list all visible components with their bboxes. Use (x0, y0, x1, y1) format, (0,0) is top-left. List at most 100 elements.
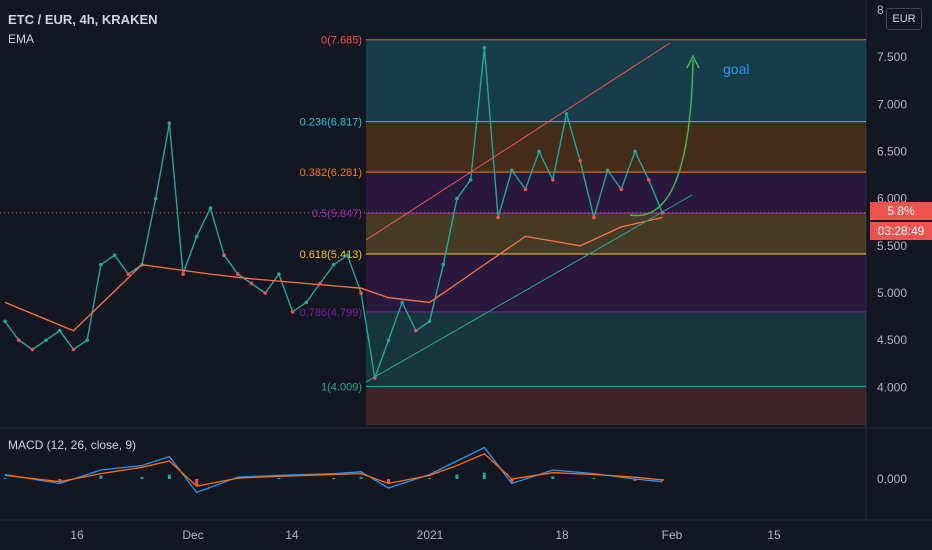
macd-hist-bar-11 (428, 478, 432, 480)
fib-label-1: 0.236(6.817) (300, 117, 362, 129)
macd-hist-bar-12 (455, 474, 459, 479)
macd-line (4, 446, 663, 494)
price-point-14 (194, 234, 199, 239)
price-point-34 (468, 177, 473, 182)
price-point-41 (564, 111, 569, 116)
price-point-33 (455, 196, 459, 201)
macd-hist-bar-16 (592, 478, 596, 480)
macd-hist-bar-18 (660, 479, 664, 481)
x-tick-0: 16 (70, 528, 84, 542)
price-point-0 (3, 319, 7, 324)
macd-hist-bar-15 (551, 476, 555, 479)
price-point-22 (304, 300, 309, 305)
price-point-44 (605, 168, 610, 173)
fib-label-5: 0.786(4.799) (300, 307, 362, 319)
price-point-11 (153, 196, 158, 201)
y-tick-8: 8 (877, 3, 884, 17)
price-point-3 (44, 338, 48, 342)
price-point-36 (496, 215, 500, 220)
price-point-8 (112, 253, 117, 258)
macd-zero-tick: 0.000 (877, 472, 907, 486)
macd-hist-bar-5 (195, 479, 199, 486)
price-point-43 (592, 215, 596, 220)
price-point-26 (359, 291, 363, 295)
x-tick-2: 14 (285, 528, 299, 542)
price-point-42 (578, 159, 583, 163)
macd-hist-bar-8 (332, 478, 336, 480)
fib-zone-1 (366, 121, 866, 173)
goal-arrow-head (686, 54, 700, 69)
x-tick-6: 15 (767, 528, 781, 542)
price-point-35 (482, 45, 487, 50)
price-point-24 (331, 262, 336, 267)
y-tick-5: 6.500 (877, 144, 907, 158)
price-point-30 (414, 328, 418, 333)
price-point-19 (263, 291, 268, 295)
channel-upper-line (365, 42, 671, 241)
fib-label-2: 0.382(6.281) (300, 167, 362, 179)
indicator-label[interactable]: EMA (8, 32, 35, 46)
fib-label-0: 0(7.685) (321, 35, 362, 47)
macd-signal-line (4, 453, 663, 487)
price-point-5 (71, 347, 76, 352)
price-point-16 (222, 253, 226, 258)
fib-zone-2 (366, 172, 866, 214)
goal-arrow-path (629, 59, 694, 217)
fib-zone-extension (366, 386, 866, 425)
fib-zone-3 (366, 213, 866, 255)
y-tick-3: 5.500 (877, 239, 907, 253)
price-point-15 (208, 206, 213, 210)
price-point-46 (633, 149, 637, 154)
y-tick-6: 7.000 (877, 97, 907, 111)
channel-lower-line (365, 194, 693, 383)
price-point-40 (551, 177, 555, 182)
price-point-17 (236, 272, 240, 276)
ema-line (4, 216, 663, 332)
price-point-28 (386, 338, 391, 342)
price-point-38 (523, 187, 528, 192)
price-point-39 (537, 149, 541, 154)
price-point-4 (57, 328, 62, 333)
macd-hist-bar-3 (140, 477, 144, 479)
x-tick-5: Feb (662, 528, 683, 542)
price-point-1 (16, 338, 21, 342)
macd-hist-bar-14 (510, 479, 514, 484)
macd-hist-bar-0 (3, 478, 7, 480)
macd-hist-bar-1 (58, 479, 62, 481)
fib-label-3: 0.5(5.847) (312, 208, 362, 220)
price-point-20 (277, 272, 281, 276)
price-point-13 (181, 272, 185, 276)
price-point-7 (99, 262, 103, 267)
price-point-29 (400, 300, 404, 305)
x-tick-4: 18 (555, 528, 569, 542)
price-point-12 (167, 121, 172, 125)
price-point-32 (441, 262, 446, 267)
y-tick-7: 7.500 (877, 50, 907, 64)
goal-annotation-text: goal (723, 61, 749, 77)
currency-button[interactable]: EUR (886, 8, 922, 30)
macd-hist-bar-13 (482, 472, 486, 479)
macd-hist-bar-10 (386, 479, 390, 484)
price-point-47 (646, 177, 651, 182)
price-point-2 (30, 347, 35, 352)
macd-hist-bar-4 (167, 474, 171, 479)
macd-hist-bar-2 (99, 475, 103, 479)
macd-label[interactable]: MACD (12, 26, close, 9) (8, 438, 137, 452)
x-tick-1: Dec (182, 528, 203, 542)
price-point-25 (345, 253, 350, 258)
price-point-37 (509, 168, 514, 173)
countdown-tag: 03:28:49 (870, 222, 932, 240)
y-tick-1: 4.500 (877, 333, 907, 347)
fib-label-4: 0.618(5.413) (300, 249, 362, 261)
symbol-title: ETC / EUR, 4h, KRAKEN (8, 12, 158, 27)
price-point-9 (126, 272, 131, 276)
fib-label-6: 1(4.009) (321, 381, 362, 393)
macd-hist-bar-17 (633, 479, 637, 481)
fib-zone-4 (366, 254, 866, 312)
macd-hist-bar-7 (277, 478, 281, 480)
price-point-6 (85, 338, 89, 342)
last-price-tag: 5.8% (870, 202, 932, 220)
macd-hist-bar-9 (359, 477, 363, 479)
